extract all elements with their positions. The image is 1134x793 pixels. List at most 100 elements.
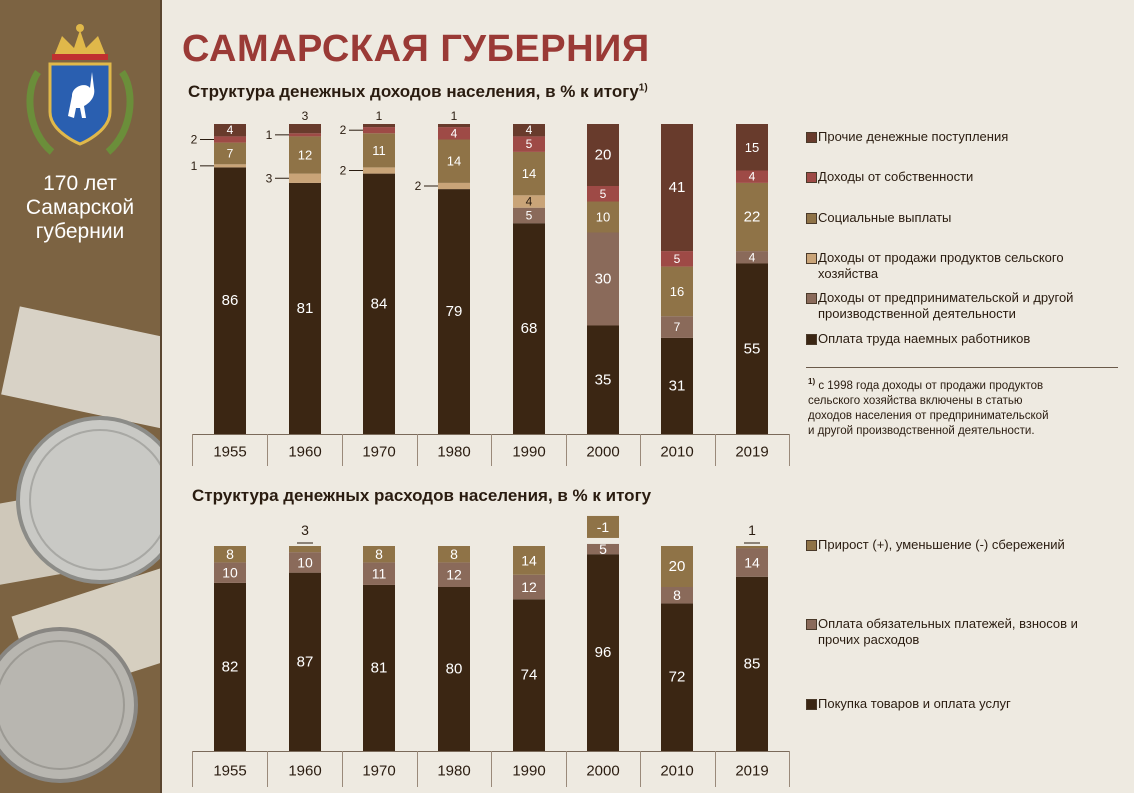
sidebar-border [160, 0, 162, 793]
spending-bar-spend_savings [736, 546, 768, 549]
income-tick-label: 1955 [213, 444, 246, 461]
spending-value-label: 14 [521, 552, 537, 568]
income-bar-social [513, 151, 545, 196]
income-value-label: 5 [526, 208, 533, 222]
legend-spending-savings: Прирост (+), уменьшение (-) сбережений [806, 537, 1116, 553]
income-value-label: 4 [749, 250, 756, 264]
spending-bar-spend_payments [587, 543, 619, 555]
income-value-label: 41 [669, 179, 686, 196]
legend-spending-payments: Оплата обязательных платежей, взносов и … [806, 616, 1106, 648]
income-bar-business [513, 207, 545, 224]
income-value-label: 16 [670, 284, 684, 299]
spending-bar-spend_savings [438, 546, 470, 563]
spending-value-label: -1 [597, 519, 610, 535]
spending-value-label: 96 [595, 644, 612, 661]
income-tick-label: 1990 [512, 444, 545, 461]
income-value-label: 14 [447, 154, 461, 169]
income-bar-wages [661, 337, 693, 434]
legend-label: Доходы от продажи продуктов сельского хо… [818, 250, 1064, 281]
income-value-label: 15 [745, 140, 759, 155]
income-tick-label: 1980 [437, 444, 470, 461]
income-title-footnote-mark: 1) [638, 82, 648, 94]
spending-bar-spend_payments [214, 562, 246, 583]
spending-bar-spend_goods [289, 572, 321, 751]
income-value-label: 4 [526, 123, 533, 137]
income-bar-business [661, 316, 693, 338]
income-value-label: 22 [744, 209, 761, 226]
spending-value-label: 74 [521, 667, 538, 684]
spending-bar-spend_goods [214, 582, 246, 751]
income-value-label: 35 [595, 371, 612, 388]
legend-label: Доходы от предпринимательской и другой п… [818, 290, 1074, 321]
legend-swatch [806, 540, 817, 551]
income-value-label: 12 [298, 148, 312, 163]
legend-label: Оплата труда наемных работников [818, 331, 1031, 346]
legend-swatch [806, 334, 817, 345]
spending-tick-label: 2010 [660, 763, 693, 780]
footnote-line-3: доходов населения от предпринимательской [808, 409, 1049, 422]
legend-label: Прочие денежные поступления [818, 129, 1009, 144]
spending-value-label: 11 [372, 566, 387, 582]
legend-swatch [806, 293, 817, 304]
spending-bar-spend_savings [661, 546, 693, 587]
income-bar-property [513, 136, 545, 152]
income-value-label: 4 [749, 170, 756, 184]
spending-value-label: 10 [297, 554, 313, 570]
income-chart-title: Структура денежных доходов населения, в … [188, 82, 648, 102]
spending-value-label: 85 [744, 655, 761, 672]
income-bar-other [214, 124, 246, 137]
sidebar-line-1: 170 лет [43, 172, 117, 195]
income-value-label: 1 [451, 109, 458, 123]
legend-swatch [806, 213, 817, 224]
legend-swatch [806, 172, 817, 183]
spending-tick-label: 1960 [288, 763, 321, 780]
income-bar-agri [438, 182, 470, 190]
income-tick-label: 1960 [288, 444, 321, 461]
income-bar-agri [214, 164, 246, 168]
income-bar-business [587, 232, 619, 326]
income-value-label: 2 [415, 179, 422, 193]
sidebar: 170 лет Самарской губернии [0, 0, 160, 793]
spending-bar-spend_savings [363, 546, 395, 563]
income-bar-property [587, 186, 619, 202]
spending-tick-label: 1955 [213, 763, 246, 780]
spending-bar-spend_payments [661, 587, 693, 604]
spending-bar-spend_payments [438, 562, 470, 587]
spending-bar-spend_savings [513, 546, 545, 575]
income-value-label: 68 [521, 320, 538, 337]
income-value-label: 5 [600, 187, 607, 201]
income-value-label: 4 [227, 123, 234, 137]
income-bar-wages [513, 223, 545, 434]
income-value-label: 14 [522, 166, 536, 181]
spending-value-label: 10 [222, 565, 238, 581]
legend-income-other: Прочие денежные поступления [806, 129, 1116, 145]
legend-swatch [806, 132, 817, 143]
footnote-separator [806, 367, 1118, 368]
spending-bar-spend_savings [214, 546, 246, 563]
income-bar-other [438, 124, 470, 128]
income-bar-business [736, 251, 768, 264]
income-value-label: 5 [674, 252, 681, 266]
legend-label: Покупка товаров и оплата услуг [818, 696, 1011, 711]
income-value-label: 1 [191, 159, 198, 173]
spending-value-label: 1 [748, 522, 756, 538]
spending-tick-label: 1980 [437, 763, 470, 780]
income-bar-other [513, 124, 545, 137]
legend-income-agri: Доходы от продажи продуктов сельского хо… [806, 250, 1106, 282]
income-value-label: 1 [266, 128, 273, 142]
spending-bar-spend_payments [736, 548, 768, 577]
income-value-label: 86 [222, 292, 239, 309]
income-value-label: 2 [340, 164, 347, 178]
spending-tick-label: 2000 [586, 763, 619, 780]
spending-value-label: 81 [371, 659, 388, 676]
page-title: САМАРСКАЯ ГУБЕРНИЯ [182, 28, 650, 70]
spending-tick-label: 1970 [362, 763, 395, 780]
coat-of-arms-icon [26, 24, 134, 155]
income-bar-wages [214, 167, 246, 434]
spending-bar-spend_goods [661, 603, 693, 751]
spending-value-label: 8 [673, 587, 681, 603]
legend-income-wages: Оплата труда наемных работников [806, 331, 1116, 347]
legend-income-business: Доходы от предпринимательской и другой п… [806, 290, 1106, 322]
spending-value-label: 87 [297, 653, 314, 670]
income-value-label: 30 [595, 271, 612, 288]
